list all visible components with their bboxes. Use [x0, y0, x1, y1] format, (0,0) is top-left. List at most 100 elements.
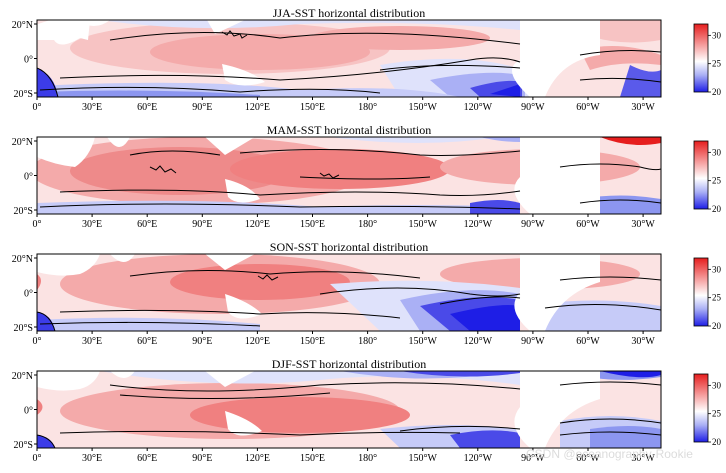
lon-tick-label: 90°E	[192, 453, 212, 464]
colorbar-gradient	[693, 140, 709, 210]
lon-tick-label: 120°E	[245, 336, 270, 347]
panel-title: JJA-SST horizontal distribution	[273, 6, 425, 20]
sst-field	[37, 20, 661, 97]
lat-tick-label: 20°N	[12, 254, 33, 265]
lon-tick-label: 0°	[33, 453, 42, 464]
colorbar-tick-label: 30	[712, 264, 722, 274]
lon-tick-label: 60°E	[137, 453, 157, 464]
lon-tick-label: 60°E	[137, 336, 157, 347]
lat-tick-label: 20°N	[12, 20, 33, 31]
lon-tick-label: 90°W	[521, 336, 545, 347]
lat-tick-label: 20°N	[12, 137, 33, 148]
lon-tick-label: 30°E	[82, 102, 102, 113]
colorbar-gradient	[693, 257, 709, 327]
lon-tick-label: 60°E	[137, 219, 157, 230]
lon-tick-label: 180°	[358, 336, 377, 347]
lon-tick-label: 30°E	[82, 453, 102, 464]
lon-tick-label: 0°	[33, 336, 42, 347]
colorbar-tick-label: 30	[712, 147, 722, 157]
lon-tick-label: 150°W	[408, 219, 437, 230]
lon-tick-label: 120°W	[464, 336, 493, 347]
colorbar-tick-label: 20	[712, 321, 722, 331]
lat-tick-label: 20°N	[12, 371, 33, 382]
colorbar-tick-label: 25	[712, 59, 722, 69]
lon-tick-label: 90°W	[521, 219, 545, 230]
panel-jja: JJA-SST horizontal distribution	[36, 6, 662, 98]
colorbar-tick-label: 20	[712, 437, 722, 447]
lon-tick-label: 30°W	[631, 102, 655, 113]
lon-tick-label: 30°E	[82, 219, 102, 230]
lon-tick-label: 150°W	[408, 102, 437, 113]
lon-tick-label: 150°W	[408, 453, 437, 464]
colorbar-jja: 30 25 20	[693, 23, 722, 97]
lon-tick-label: 120°W	[464, 219, 493, 230]
axes-panel-mam: 0° 30°E 60°E 90°E 120°E 150°E 180° 150°W 120°W 90…	[12, 137, 656, 230]
panel-title: SON-SST horizontal distribution	[270, 240, 428, 254]
lon-tick-label: 0°	[33, 102, 42, 113]
lon-tick-label: 60°E	[137, 102, 157, 113]
colorbar-tick-label: 20	[712, 87, 722, 97]
contours	[37, 30, 661, 97]
lon-tick-label: 30°W	[631, 336, 655, 347]
lon-tick-label: 30°E	[82, 336, 102, 347]
lon-tick-label: 60°W	[576, 336, 600, 347]
panel-mam: MAM-SST horizontal distribution	[36, 123, 662, 215]
panel-title: MAM-SST horizontal distribution	[267, 123, 431, 137]
contours	[37, 269, 661, 331]
lon-tick-label: 120°E	[245, 102, 270, 113]
lon-tick-label: 90°W	[521, 102, 545, 113]
lon-tick-label: 90°E	[192, 336, 212, 347]
sst-field	[37, 254, 661, 331]
lat-tick-label: 0°	[24, 172, 33, 183]
colorbar-mam: 30 25 20	[693, 140, 722, 214]
colorbar-tick-label: 25	[712, 409, 722, 419]
contours	[39, 148, 661, 210]
lon-tick-label: 90°W	[521, 453, 545, 464]
lon-tick-label: 180°	[358, 453, 377, 464]
panel-djf: DJF-SST horizontal distribution	[36, 357, 662, 449]
colorbar-tick-label: 25	[712, 176, 722, 186]
axes-panel-jja: 0° 30°E 60°E 90°E 120°E 150°E 180° 150°W 120°W 90…	[12, 20, 656, 113]
colorbar-tick-label: 30	[712, 30, 722, 40]
lon-tick-label: 90°E	[192, 219, 212, 230]
colorbar-tick-label: 25	[712, 293, 722, 303]
lat-tick-label: 0°	[24, 406, 33, 417]
lat-tick-label: 20°S	[13, 440, 33, 451]
watermark: CSDN @oceanography-Rookie	[526, 447, 693, 461]
lon-tick-label: 180°	[358, 219, 377, 230]
lon-tick-label: 120°E	[245, 453, 270, 464]
lon-tick-label: 90°E	[192, 102, 212, 113]
lon-tick-label: 150°E	[300, 453, 325, 464]
colorbar-gradient	[693, 373, 709, 443]
lat-tick-label: 20°S	[13, 206, 33, 217]
lat-tick-label: 0°	[24, 289, 33, 300]
lon-tick-label: 30°W	[631, 453, 655, 464]
lon-tick-label: 150°W	[408, 336, 437, 347]
lon-tick-label: 180°	[358, 102, 377, 113]
lat-tick-label: 20°S	[13, 323, 33, 334]
contours	[37, 381, 661, 448]
axes: 0° 30°E 60°E 90°E 120°E 150°E 180° 150°W 120°W 90…	[12, 20, 656, 464]
panel-title: DJF-SST horizontal distribution	[272, 357, 426, 371]
axes-panel-djf: 0° 30°E 60°E 90°E 120°E 150°E 180° 150°W 120°W 90…	[12, 371, 656, 464]
lon-tick-label: 60°W	[576, 453, 600, 464]
lon-tick-label: 120°W	[464, 102, 493, 113]
lon-tick-label: 150°E	[300, 336, 325, 347]
colorbars: 30 25 20 30 25 20 30 25 20 30 25 20	[693, 23, 722, 447]
colorbar-tick-label: 30	[712, 380, 722, 390]
lon-tick-label: 60°W	[576, 219, 600, 230]
colorbar-djf: 30 25 20	[693, 373, 722, 447]
colorbar-gradient	[693, 23, 709, 93]
colorbar-tick-label: 20	[712, 204, 722, 214]
sst-field	[37, 371, 661, 448]
lon-tick-label: 0°	[33, 219, 42, 230]
lon-tick-label: 30°W	[631, 219, 655, 230]
axes-panel-son: 0° 30°E 60°E 90°E 120°E 150°E 180° 150°W 120°W 90…	[12, 254, 656, 347]
lat-tick-label: 0°	[24, 55, 33, 66]
lon-tick-label: 120°W	[464, 453, 493, 464]
colorbar-son: 30 25 20	[693, 257, 722, 331]
lon-tick-label: 150°E	[300, 102, 325, 113]
lon-tick-label: 150°E	[300, 219, 325, 230]
